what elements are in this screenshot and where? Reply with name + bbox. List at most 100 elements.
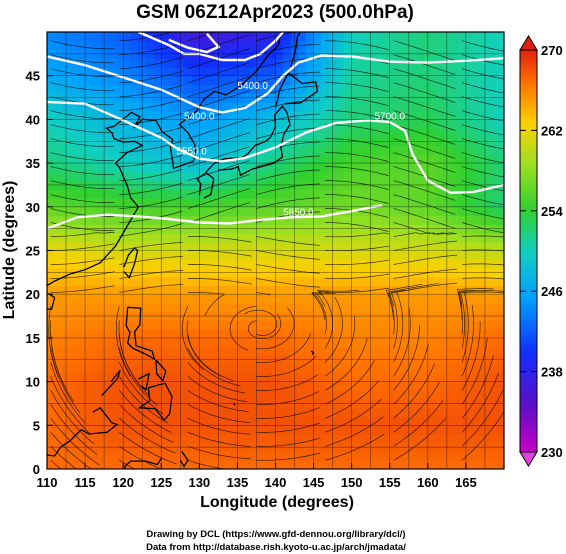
field-cell [153, 110, 162, 120]
field-cell [382, 171, 391, 182]
streamline [462, 110, 504, 122]
field-cell [366, 416, 376, 426]
field-cell [443, 75, 452, 86]
field-cell [214, 250, 223, 260]
field-cell [473, 198, 482, 208]
field-cell [77, 460, 86, 469]
field-cell [382, 110, 391, 120]
field-cell [115, 93, 124, 103]
streamline [119, 196, 183, 209]
streamline [461, 124, 504, 136]
field-cell [47, 84, 56, 94]
field-cell [374, 66, 383, 77]
field-cell [488, 364, 497, 374]
field-cell [130, 206, 139, 217]
field-cell [77, 346, 86, 356]
field-cell [85, 40, 94, 51]
field-cell [69, 390, 79, 400]
field-cell [191, 407, 200, 418]
field-cell [199, 337, 208, 348]
field-cell [237, 442, 246, 453]
field-cell [305, 285, 315, 295]
field-cell [313, 171, 322, 182]
field-cell [77, 372, 86, 383]
field-cell [85, 337, 94, 348]
field-cell [359, 58, 368, 68]
field-cell [374, 425, 383, 435]
field-cell [298, 425, 307, 435]
field-cell [389, 302, 398, 313]
field-cell [47, 259, 56, 269]
field-cell [305, 302, 315, 313]
field-cell [427, 372, 437, 383]
field-cell [481, 294, 490, 304]
field-cell [275, 390, 284, 400]
streamline [324, 315, 356, 377]
field-cell [412, 198, 421, 208]
field-cell [443, 451, 452, 461]
field-cell [161, 58, 170, 68]
streamline [119, 446, 162, 469]
field-cell [374, 101, 383, 112]
field-cell [184, 302, 193, 313]
field-cell [465, 163, 475, 173]
field-cell [168, 233, 178, 243]
field-cell [481, 407, 490, 418]
field-cell [465, 75, 475, 86]
streamline [187, 34, 250, 56]
field-cell [397, 294, 406, 304]
height-contour [137, 32, 285, 62]
field-cell [275, 425, 284, 435]
field-cell [450, 66, 459, 77]
field-cell [237, 416, 246, 426]
field-cell [374, 434, 383, 444]
field-cell [252, 154, 261, 164]
field-cell [206, 40, 216, 51]
field-cell [321, 93, 330, 103]
field-cell [115, 416, 124, 426]
field-cell [435, 84, 444, 94]
field-cell [107, 163, 117, 173]
field-cell [184, 171, 193, 182]
field-cell [107, 320, 117, 330]
field-cell [191, 163, 200, 173]
field-cell [161, 119, 170, 129]
field-cell [222, 145, 231, 155]
field-cell [275, 171, 284, 182]
field-cell [305, 58, 315, 68]
field-cell [123, 329, 132, 339]
field-cell [161, 451, 170, 461]
field-cell [344, 346, 353, 356]
field-cell [54, 241, 63, 252]
field-cell [397, 320, 406, 330]
field-cell [92, 189, 101, 199]
field-cell [488, 84, 497, 94]
field-cell [298, 145, 307, 155]
field-cell [305, 407, 315, 418]
field-cell [130, 66, 139, 77]
field-cell [359, 364, 368, 374]
field-cell [237, 215, 246, 225]
field-cell [237, 372, 246, 383]
field-cell [138, 416, 147, 426]
field-cell [47, 58, 56, 68]
field-cell [123, 215, 132, 225]
field-cell [321, 32, 330, 42]
field-cell [191, 372, 200, 383]
field-cell [366, 84, 376, 94]
field-cell [435, 302, 444, 313]
field-cell [443, 93, 452, 103]
field-cell [313, 267, 322, 278]
field-cell [458, 460, 467, 469]
field-cell [115, 171, 124, 182]
field-cell [344, 171, 353, 182]
streamline [461, 355, 494, 419]
field-cell [260, 442, 269, 453]
field-cell [427, 407, 437, 418]
field-cell [115, 364, 124, 374]
field-cell [222, 390, 231, 400]
field-cell [146, 451, 155, 461]
field-cell [184, 75, 193, 86]
streamline [119, 168, 183, 181]
field-cell [191, 442, 200, 453]
